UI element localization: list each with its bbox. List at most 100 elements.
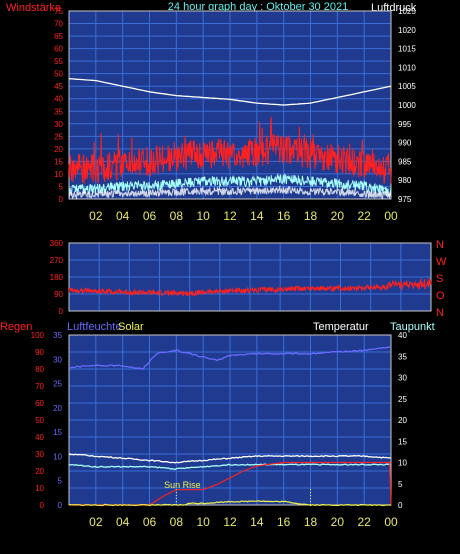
temperature-tick-label: 30 xyxy=(398,374,407,383)
wind-hour-label: 00 xyxy=(384,209,398,223)
pressure-tick-label: 1025 xyxy=(398,7,416,16)
climate-panel-frame xyxy=(68,334,392,506)
direction-panel-frame xyxy=(68,242,432,312)
wind-tick-label: 25 xyxy=(54,132,63,141)
rain-tick-label: 30 xyxy=(35,450,44,459)
rain-tick-label: 100 xyxy=(31,331,45,340)
dewpoint-line xyxy=(68,463,392,470)
pressure-tick-label: 1020 xyxy=(398,26,416,35)
wind-tick-label: 55 xyxy=(54,57,63,66)
rain-tick-label: 50 xyxy=(35,416,44,425)
solar-label: Solar xyxy=(118,321,144,333)
temperature-line xyxy=(68,453,392,464)
pressure-tick-label: 995 xyxy=(398,120,412,129)
compass-label: N xyxy=(436,307,444,319)
wind-hour-label: 16 xyxy=(277,209,291,223)
direction-tick-label: 90 xyxy=(54,290,63,299)
pressure-tick-label: 990 xyxy=(398,139,412,148)
humidity-tick-label: 25 xyxy=(53,380,62,389)
wind-tick-label: 70 xyxy=(54,20,63,29)
wind-hour-label: 10 xyxy=(196,209,210,223)
rain-tick-label: 90 xyxy=(35,348,44,357)
wind-tick-label: 65 xyxy=(54,32,63,41)
rain-tick-label: 10 xyxy=(35,484,44,493)
sunrise-annotation: Sun Rise xyxy=(164,480,201,490)
wind-speed-line xyxy=(68,172,392,198)
wind-tick-label: 45 xyxy=(54,82,63,91)
wind-hour-label: 02 xyxy=(89,209,103,223)
temperature-tick-label: 40 xyxy=(398,331,407,340)
climate-hour-label: 10 xyxy=(196,515,210,529)
wind-tick-label: 35 xyxy=(54,107,63,116)
compass-label: S xyxy=(436,273,443,285)
rain-axis-label: Regen xyxy=(0,321,32,333)
humidity-tick-label: 15 xyxy=(53,428,62,437)
wind-tick-label: 0 xyxy=(59,195,64,204)
temperature-tick-label: 20 xyxy=(398,416,407,425)
chart-layer: 7570656055504540353025201510501025102010… xyxy=(31,7,447,529)
compass-label: O xyxy=(436,290,445,302)
climate-hour-label: 00 xyxy=(384,515,398,529)
climate-hour-label: 12 xyxy=(223,515,237,529)
climate-hour-label: 06 xyxy=(143,515,157,529)
wind-hour-label: 14 xyxy=(250,209,264,223)
temperature-tick-label: 15 xyxy=(398,437,407,446)
temperature-axis-label: Temperatur xyxy=(313,321,369,333)
wind-hour-label: 12 xyxy=(223,209,237,223)
climate-hour-label: 08 xyxy=(170,515,184,529)
wind-tick-label: 75 xyxy=(54,7,63,16)
wind-tick-label: 20 xyxy=(54,145,63,154)
rain-tick-label: 20 xyxy=(35,467,44,476)
temperature-tick-label: 0 xyxy=(398,501,403,510)
direction-tick-label: 0 xyxy=(59,307,64,316)
rain-tick-label: 60 xyxy=(35,399,44,408)
compass-label: N xyxy=(436,239,444,251)
wind-hour-label: 04 xyxy=(116,209,130,223)
rain-tick-label: 40 xyxy=(35,433,44,442)
wind-tick-label: 40 xyxy=(54,95,63,104)
direction-tick-label: 360 xyxy=(50,239,64,248)
rain-tick-label: 70 xyxy=(35,382,44,391)
direction-tick-label: 180 xyxy=(50,273,64,282)
humidity-axis-label: Luftfeuchte xyxy=(67,321,121,333)
wind-tick-label: 5 xyxy=(59,182,64,191)
wind-hour-label: 06 xyxy=(143,209,157,223)
wind-direction-trace xyxy=(68,277,432,298)
chart-title: 24 hour graph day : Oktober 30 2021 xyxy=(168,1,348,13)
climate-hour-label: 04 xyxy=(116,515,130,529)
pressure-tick-label: 1000 xyxy=(398,101,416,110)
wind-low-line xyxy=(68,184,392,200)
pressure-tick-label: 985 xyxy=(398,157,412,166)
pressure-tick-label: 1005 xyxy=(398,82,416,91)
humidity-tick-label: 5 xyxy=(58,477,63,486)
humidity-tick-label: 10 xyxy=(53,452,62,461)
wind-gust-line xyxy=(68,116,392,184)
wind-axis-label: Windstärke xyxy=(6,2,61,14)
pressure-tick-label: 980 xyxy=(398,176,412,185)
pressure-tick-label: 1010 xyxy=(398,63,416,72)
climate-hour-label: 20 xyxy=(331,515,345,529)
dewpoint-axis-label: Taupunkt xyxy=(390,321,435,333)
wind-tick-label: 60 xyxy=(54,45,63,54)
pressure-tick-label: 1015 xyxy=(398,45,416,54)
rain-tick-label: 80 xyxy=(35,365,44,374)
humidity-tick-label: 35 xyxy=(53,331,62,340)
climate-hour-label: 16 xyxy=(277,515,291,529)
wind-panel-frame xyxy=(68,10,392,200)
temperature-tick-label: 10 xyxy=(398,459,407,468)
wind-tick-label: 50 xyxy=(54,70,63,79)
humidity-line xyxy=(68,346,391,371)
wind-tick-label: 30 xyxy=(54,120,63,129)
direction-tick-label: 270 xyxy=(50,256,64,265)
wind-hour-label: 08 xyxy=(170,209,184,223)
rain-tick-label: 0 xyxy=(40,501,45,510)
wind-tick-label: 10 xyxy=(54,170,63,179)
rain-line xyxy=(69,461,392,506)
temperature-tick-label: 35 xyxy=(398,352,407,361)
humidity-tick-label: 0 xyxy=(58,501,63,510)
humidity-tick-label: 20 xyxy=(53,404,62,413)
compass-label: W xyxy=(436,256,447,268)
temperature-tick-label: 25 xyxy=(398,395,407,404)
pressure-tick-label: 975 xyxy=(398,195,412,204)
